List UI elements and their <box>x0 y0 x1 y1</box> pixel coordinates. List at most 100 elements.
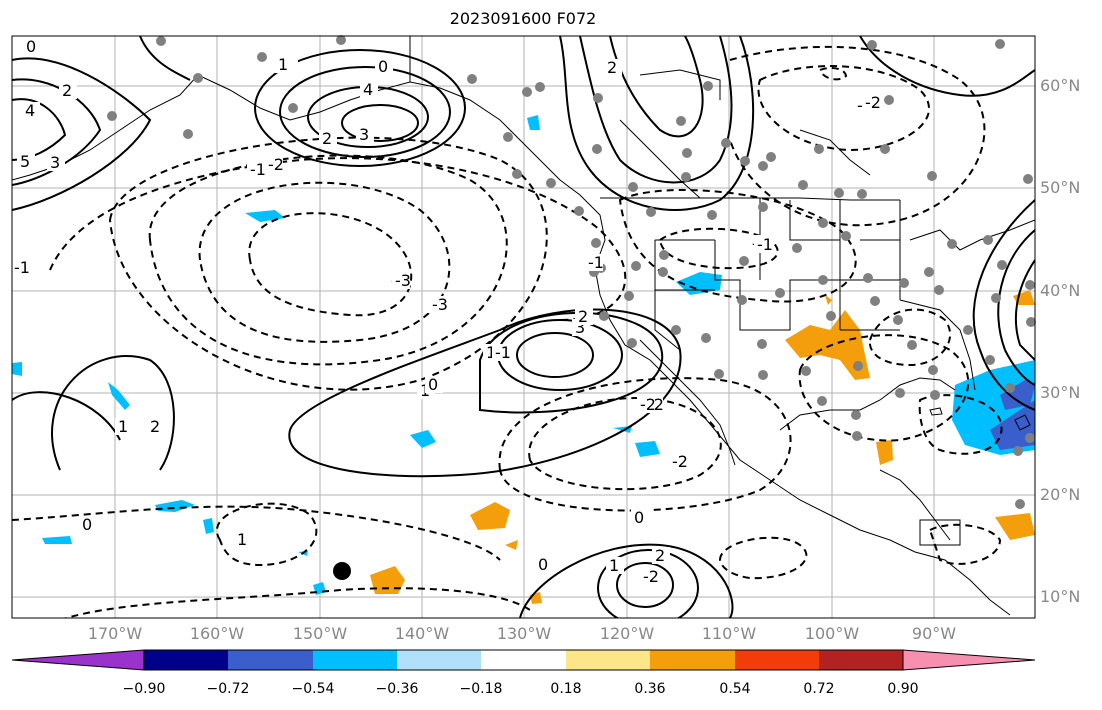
contour-label-bg <box>356 126 374 143</box>
colorbar-min-extend <box>11 649 145 671</box>
colorbar-segment <box>735 650 819 670</box>
contour-label-bg <box>79 516 97 533</box>
colorbar-tick-label: 0.90 <box>887 681 919 697</box>
contour-label-bg <box>429 296 447 313</box>
contour-label-bg <box>640 568 658 585</box>
contour-label: 1 <box>609 556 619 575</box>
contour-label: -1 <box>495 343 511 362</box>
station-markers <box>107 35 1036 509</box>
colorbar-segment <box>228 650 313 670</box>
colorbar-tick-label: −0.18 <box>459 681 503 697</box>
lon-label: 170°W <box>87 624 143 643</box>
lon-label: 160°W <box>189 624 245 643</box>
contour-label: 4 <box>363 80 373 99</box>
contour-label-bg <box>247 161 265 178</box>
contour-label: 0 <box>26 37 36 56</box>
colorbar-tick-label: 0.18 <box>550 681 582 697</box>
contour-label: 1 <box>237 530 247 549</box>
contour-label-bg <box>11 259 29 276</box>
contour-label: -2 <box>865 93 881 112</box>
colorbar-tick-label: −0.90 <box>122 681 166 697</box>
colorbar-tick-label: 0.54 <box>719 681 751 697</box>
lat-label: 20°N <box>1040 485 1081 504</box>
lon-label: 130°W <box>496 624 552 643</box>
colorbar-segment <box>481 650 566 670</box>
contour-label-bg <box>652 547 670 564</box>
map-title: 2023091600 F072 <box>449 9 597 28</box>
colorbar-tick-label: −0.36 <box>375 681 419 697</box>
colorbar-tick-label: −0.54 <box>291 681 335 697</box>
contour-label-bg <box>22 102 40 119</box>
contour-label: 1 <box>278 55 288 74</box>
contour-label: 2 <box>607 58 617 77</box>
contour-label: -2 <box>640 395 656 414</box>
contour-label: 2 <box>655 546 665 565</box>
contour-label-bg <box>425 376 443 393</box>
colorbar-segment <box>397 650 481 670</box>
contour-label: -3 <box>395 271 411 290</box>
contour-label: -2 <box>268 155 284 174</box>
colorbar-tick-label: 0.36 <box>634 681 666 697</box>
contour-label: -1 <box>250 160 266 179</box>
colorbar-tick-label: 0.72 <box>803 681 835 697</box>
contour-label-bg <box>585 254 603 271</box>
contour-label-bg <box>234 531 252 548</box>
contour-label: 5 <box>20 152 30 171</box>
lon-label: 140°W <box>394 624 450 643</box>
contour-label-bg <box>17 153 35 170</box>
contour-label: 3 <box>575 318 585 337</box>
contour-label: 0 <box>428 375 438 394</box>
contour-label: 1 <box>118 417 128 436</box>
contour-labels: 024351-1-2-343210321-1-2-3210-1-212-2-10… <box>11 37 881 586</box>
contour-label: 2 <box>150 417 160 436</box>
contour-label: 2 <box>578 307 588 326</box>
contour-label-bg <box>754 236 772 253</box>
colorbar-tick-label: −0.72 <box>206 681 250 697</box>
lon-label: 150°W <box>292 624 348 643</box>
dashed-contours <box>12 45 1003 618</box>
contour-label: 1 <box>486 343 496 362</box>
contour-label: -2 <box>643 567 659 586</box>
lat-label: 40°N <box>1040 281 1081 300</box>
contour-label-bg <box>637 396 655 413</box>
contour-label: 0 <box>378 57 388 76</box>
contour-label-bg <box>47 154 65 171</box>
lon-label: 90°W <box>911 624 957 643</box>
colorbar <box>11 649 1036 671</box>
contour-label-bg <box>319 130 337 147</box>
contour-label: 4 <box>25 101 35 120</box>
contour-label: 3 <box>359 125 369 144</box>
contour-label-bg <box>535 556 553 573</box>
colorbar-segment <box>650 650 735 670</box>
contour-label-bg <box>275 56 293 73</box>
contour-label: -1 <box>588 253 604 272</box>
contour-label-bg <box>606 557 624 574</box>
contour-label-bg <box>23 38 41 55</box>
storm-marker <box>333 562 351 580</box>
contour-label-bg <box>59 82 77 99</box>
colorbar-segment <box>819 650 903 670</box>
contour-label-bg <box>669 453 687 470</box>
lon-label: 110°W <box>701 624 757 643</box>
contour-label: 2 <box>322 129 332 148</box>
shaded-fields <box>12 115 1035 604</box>
contour-label: 0 <box>82 515 92 534</box>
contour-label-bg <box>575 308 593 325</box>
contour-label-bg <box>631 509 649 526</box>
map-frame <box>11 35 1036 619</box>
contour-label: -3 <box>432 295 448 314</box>
contour-label: 0 <box>538 555 548 574</box>
lat-label: 60°N <box>1040 76 1081 95</box>
contour-label-bg <box>375 58 393 75</box>
colorbar-segment <box>566 650 650 670</box>
contour-label-bg <box>115 418 133 435</box>
contour-label-bg <box>492 344 510 361</box>
lat-label: 10°N <box>1040 587 1081 606</box>
lon-label: 120°W <box>599 624 655 643</box>
contour-label: 3 <box>50 153 60 172</box>
colorbar-max-extend <box>902 649 1036 671</box>
lon-label: 100°W <box>804 624 860 643</box>
contour-label-bg <box>265 156 283 173</box>
colorbar-segment <box>313 650 397 670</box>
contour-label-bg <box>392 272 410 289</box>
